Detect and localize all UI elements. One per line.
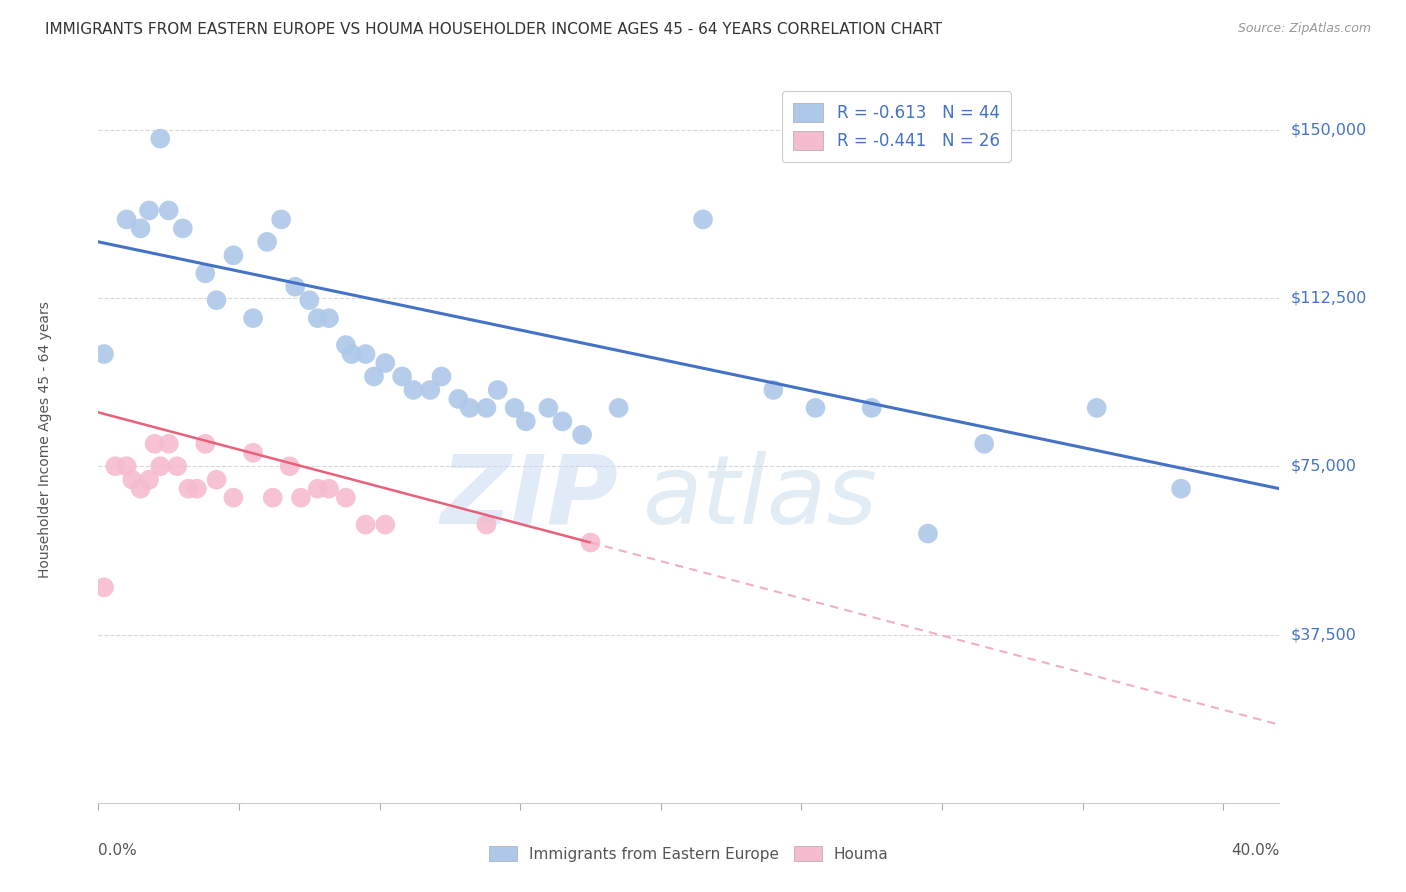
Point (354, 347, 377, 361)
Point (129, 482, 152, 496)
Point (458, 401, 481, 415)
Text: Householder Income Ages 45 - 64 years: Householder Income Ages 45 - 64 years (38, 301, 52, 578)
Point (138, 203, 160, 218)
Point (157, 203, 180, 218)
Point (804, 401, 827, 415)
Point (115, 459, 138, 474)
Point (419, 383, 441, 397)
Point (391, 369, 413, 384)
Point (205, 473, 228, 487)
Text: 40.0%: 40.0% (1232, 843, 1279, 858)
Point (475, 517, 498, 532)
Point (762, 383, 785, 397)
Point (374, 517, 396, 532)
Point (515, 414, 537, 428)
Point (262, 491, 284, 505)
Point (172, 221, 194, 235)
Point (579, 535, 602, 549)
Point (149, 459, 172, 474)
Point (93, 581, 115, 595)
Point (138, 473, 160, 487)
Point (354, 517, 377, 532)
Point (166, 459, 188, 474)
Point (149, 131, 172, 145)
Point (307, 482, 329, 496)
Point (1170, 482, 1192, 496)
Point (222, 248, 245, 262)
Point (143, 437, 166, 451)
Point (503, 401, 526, 415)
Text: 0.0%: 0.0% (98, 843, 138, 858)
Point (537, 401, 560, 415)
Point (177, 482, 200, 496)
Point (205, 293, 228, 308)
Point (307, 311, 329, 326)
Point (121, 473, 143, 487)
Text: IMMIGRANTS FROM EASTERN EUROPE VS HOUMA HOUSEHOLDER INCOME AGES 45 - 64 YEARS CO: IMMIGRANTS FROM EASTERN EUROPE VS HOUMA … (45, 22, 942, 37)
Point (242, 446, 264, 460)
Point (335, 491, 357, 505)
Text: $37,500: $37,500 (1291, 627, 1357, 642)
Point (571, 427, 593, 442)
Text: atlas: atlas (641, 451, 877, 544)
Point (278, 459, 301, 474)
Point (335, 338, 357, 352)
Point (186, 482, 208, 496)
Point (284, 279, 307, 293)
Point (157, 437, 180, 451)
Point (194, 266, 217, 280)
Text: $75,000: $75,000 (1291, 458, 1357, 474)
Point (1085, 401, 1108, 415)
Point (374, 356, 396, 370)
Text: Source: ZipAtlas.com: Source: ZipAtlas.com (1237, 22, 1371, 36)
Point (290, 491, 312, 505)
Point (860, 401, 883, 415)
Legend: Immigrants from Eastern Europe, Houma: Immigrants from Eastern Europe, Houma (484, 839, 894, 868)
Point (402, 383, 425, 397)
Text: $150,000: $150,000 (1291, 122, 1367, 137)
Point (270, 212, 292, 227)
Point (129, 221, 152, 235)
Point (917, 526, 939, 541)
Point (115, 212, 138, 227)
Point (363, 369, 385, 384)
Point (318, 311, 340, 326)
Text: ZIP: ZIP (440, 451, 619, 544)
Point (298, 293, 321, 308)
Point (475, 401, 498, 415)
Point (242, 311, 264, 326)
Point (692, 212, 714, 227)
Point (430, 369, 453, 384)
Point (93, 347, 115, 361)
Point (194, 437, 217, 451)
Point (256, 235, 278, 249)
Point (222, 491, 245, 505)
Point (486, 383, 509, 397)
Point (340, 347, 363, 361)
Point (607, 401, 630, 415)
Point (973, 437, 995, 451)
Point (104, 459, 127, 474)
Text: $112,500: $112,500 (1291, 291, 1367, 305)
Point (318, 482, 340, 496)
Point (447, 392, 470, 406)
Point (551, 414, 574, 428)
